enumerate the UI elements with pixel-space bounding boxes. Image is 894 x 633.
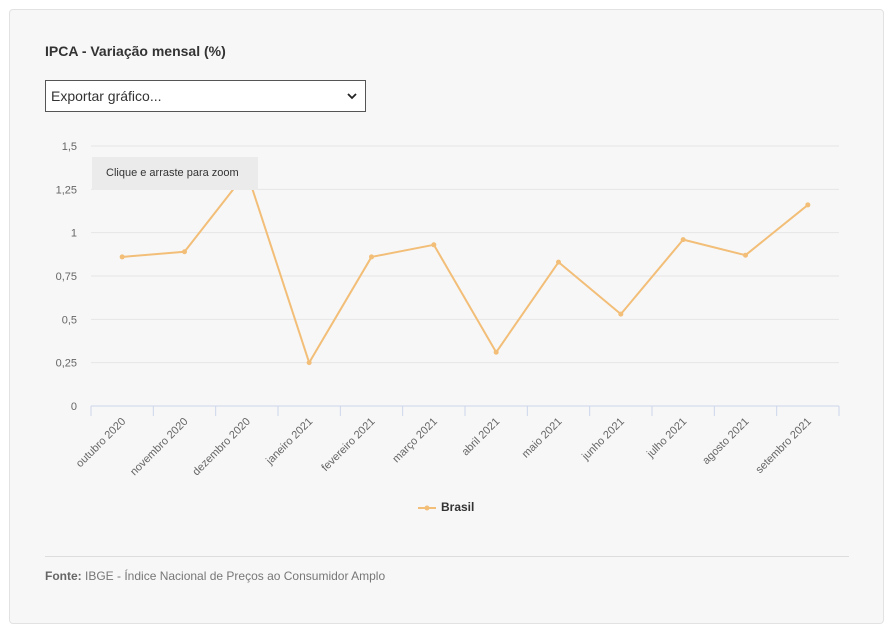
line-chart[interactable]: 0 0,25 0,5 0,75 1 1,25 1,5 outubro 2020 novembro… [10,10,885,530]
legend-label: Brasil [441,500,475,514]
data-point [431,242,437,248]
x-tick-label: outubro 2020 [74,416,128,470]
source-label: Fonte: [45,569,82,583]
data-point [119,254,125,260]
series-line-brasil [122,171,809,364]
data-point [306,360,312,366]
data-point [618,311,624,317]
data-point [369,254,374,260]
chevron-down-icon [347,93,357,100]
legend-line-swatch [418,505,436,511]
chart-title: IPCA - Variação mensal (%) [45,43,226,59]
y-tick-label: 0,5 [62,314,77,326]
x-tick-label: setembro 2021 [754,416,814,476]
y-tick-label: 0,25 [56,358,77,370]
export-chart-select[interactable]: Exportar gráfico... [45,80,366,112]
y-tick-label: 0 [71,401,77,413]
y-tick-label: 0,75 [56,271,77,283]
data-point [805,202,811,208]
source-note: Fonte: IBGE - Índice Nacional de Preços … [45,569,385,583]
x-tick-label: fevereiro 2021 [319,416,377,474]
export-select-label: Exportar gráfico... [51,88,162,104]
x-tick-label: agosto 2021 [700,416,751,467]
x-tick-label: dezembro 2020 [190,416,253,479]
y-tick-label: 1,25 [56,184,77,196]
y-tick-label: 1 [71,228,77,240]
zoom-tooltip: Clique e arraste para zoom [92,157,258,190]
x-tick-label: março 2021 [390,416,440,466]
source-text: IBGE - Índice Nacional de Preços ao Cons… [85,569,386,583]
x-tick-label: julho 2021 [644,416,689,461]
y-tick-label: 1,5 [62,141,77,153]
x-tick-label: junho 2021 [579,416,627,464]
x-tick-label: abril 2021 [460,416,503,459]
data-point [680,237,686,243]
x-tick-label: novembro 2020 [128,416,191,479]
data-point [493,349,499,355]
data-point [556,259,561,265]
x-tick-label: maio 2021 [520,416,565,461]
data-point [182,249,187,255]
divider [45,556,849,557]
data-point [743,252,748,258]
chart-card: IPCA - Variação mensal (%) Exportar gráf… [9,9,884,624]
x-tick-label: janeiro 2021 [263,416,315,468]
